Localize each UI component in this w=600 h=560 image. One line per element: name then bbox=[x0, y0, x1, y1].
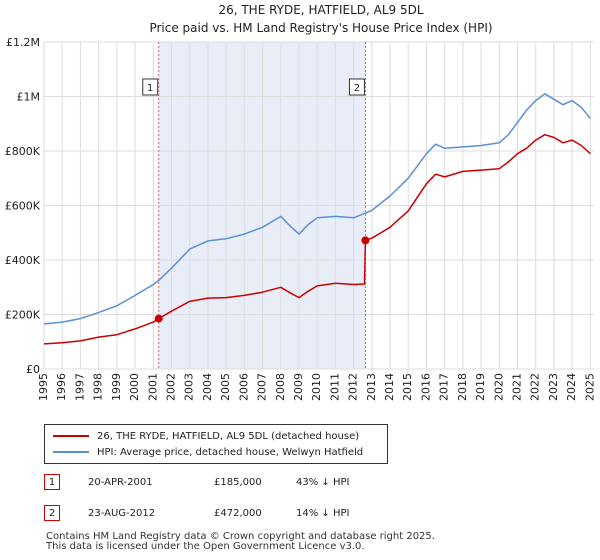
legend-label-hpi: HPI: Average price, detached house, Welw… bbox=[97, 446, 364, 458]
x-tick-label: 2025 bbox=[583, 373, 596, 401]
chart-title: 26, THE RYDE, HATFIELD, AL9 5DL bbox=[218, 3, 423, 17]
x-tick-label: 2004 bbox=[201, 373, 214, 401]
x-tick-label: 2024 bbox=[565, 373, 578, 401]
x-tick-label: 2016 bbox=[419, 373, 432, 401]
x-tick-label: 1997 bbox=[73, 373, 86, 401]
x-tick-label: 1996 bbox=[55, 373, 68, 401]
y-tick-label: £400K bbox=[5, 254, 41, 267]
y-tick-label: £1M bbox=[17, 91, 41, 104]
x-tick-label: 2013 bbox=[365, 373, 378, 401]
x-tick-label: 2017 bbox=[438, 373, 451, 401]
transaction-row: 1 20-APR-2001 £185,000 43% ↓ HPI bbox=[44, 472, 584, 492]
transaction-row: 2 23-AUG-2012 £472,000 14% ↓ HPI bbox=[44, 503, 584, 523]
x-tick-label: 2023 bbox=[547, 373, 560, 401]
footer-copyright: Contains HM Land Registry data © Crown c… bbox=[46, 531, 435, 542]
x-tick-label: 1998 bbox=[92, 373, 105, 401]
x-tick-label: 2015 bbox=[401, 373, 414, 401]
y-tick-label: £200K bbox=[5, 309, 41, 322]
x-tick-label: 2009 bbox=[292, 373, 305, 401]
transaction-hpi-relation: 14% ↓ HPI bbox=[296, 507, 350, 519]
x-tick-label: 2008 bbox=[274, 373, 287, 401]
x-tick-label: 2019 bbox=[474, 373, 487, 401]
sale-annotation-label: 1 bbox=[147, 83, 153, 94]
x-tick-label: 2010 bbox=[310, 373, 323, 401]
transaction-price: £472,000 bbox=[214, 507, 262, 519]
footer-license: This data is licensed under the Open Gov… bbox=[46, 541, 365, 552]
chart-subtitle: Price paid vs. HM Land Registry's House … bbox=[149, 21, 492, 35]
x-tick-label: 2018 bbox=[456, 373, 469, 401]
legend: 26, THE RYDE, HATFIELD, AL9 5DL (detache… bbox=[44, 424, 388, 464]
x-tick-label: 2000 bbox=[128, 373, 141, 401]
transaction-marker-badge: 2 bbox=[44, 505, 60, 521]
x-tick-label: 2001 bbox=[146, 373, 159, 401]
sale-point bbox=[154, 314, 163, 323]
transaction-hpi-relation: 43% ↓ HPI bbox=[296, 476, 350, 488]
legend-item-hpi: HPI: Average price, detached house, Welw… bbox=[53, 445, 363, 459]
legend-line-hpi bbox=[53, 451, 89, 453]
price-chart: 26, THE RYDE, HATFIELD, AL9 5DL Price pa… bbox=[5, 3, 597, 401]
transaction-price: £185,000 bbox=[214, 476, 262, 488]
x-tick-label: 2006 bbox=[237, 373, 250, 401]
x-tick-label: 2011 bbox=[328, 373, 341, 401]
x-tick-label: 2021 bbox=[511, 373, 524, 401]
x-tick-label: 2002 bbox=[164, 373, 177, 401]
legend-line-property bbox=[53, 435, 89, 437]
y-tick-label: £600K bbox=[5, 200, 41, 213]
legend-label-property: 26, THE RYDE, HATFIELD, AL9 5DL (detache… bbox=[97, 430, 360, 442]
x-tick-label: 2005 bbox=[219, 373, 232, 401]
sale-point bbox=[361, 236, 370, 245]
transaction-date: 23-AUG-2012 bbox=[88, 507, 156, 519]
sale-annotation-box bbox=[348, 78, 365, 96]
series-line-hpi bbox=[43, 93, 591, 325]
x-tick-label: 2022 bbox=[529, 373, 542, 401]
legend-item-property: 26, THE RYDE, HATFIELD, AL9 5DL (detache… bbox=[53, 429, 359, 443]
footer: Contains HM Land Registry data © Crown c… bbox=[46, 532, 435, 552]
x-tick-label: 2003 bbox=[183, 373, 196, 401]
sale-annotation-label: 2 bbox=[354, 83, 360, 94]
y-tick-label: £0 bbox=[26, 363, 40, 376]
x-tick-label: 2012 bbox=[347, 373, 360, 401]
x-tick-label: 1995 bbox=[37, 373, 50, 401]
x-tick-label: 2007 bbox=[256, 373, 269, 401]
sale-annotation-box bbox=[142, 78, 159, 96]
x-tick-label: 1999 bbox=[110, 373, 123, 401]
x-tick-label: 2020 bbox=[492, 373, 505, 401]
y-tick-label: £1.2M bbox=[6, 36, 40, 49]
transaction-marker-badge: 1 bbox=[44, 474, 60, 490]
x-tick-label: 2014 bbox=[383, 373, 396, 401]
transaction-date: 20-APR-2001 bbox=[88, 476, 153, 488]
y-tick-label: £800K bbox=[5, 145, 41, 158]
